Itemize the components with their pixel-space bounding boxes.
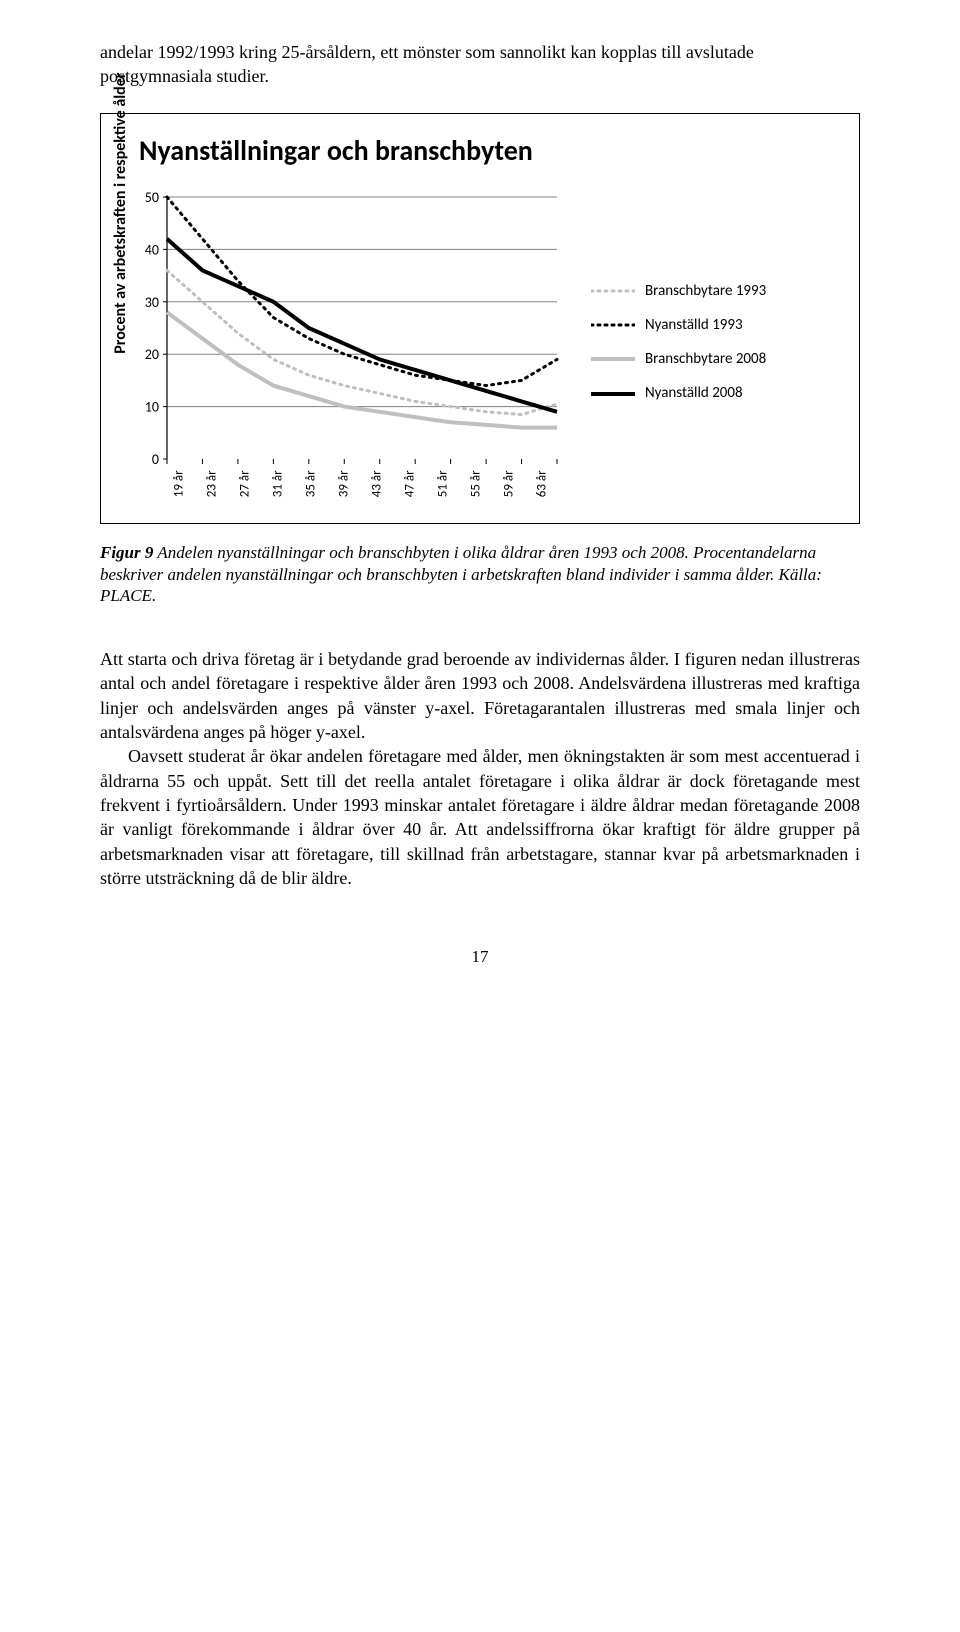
legend-item: Nyanställd 2008: [591, 383, 766, 403]
body-paragraph-1: Att starta och driva företag är i betyda…: [100, 647, 860, 744]
x-tick-label: 55 år: [468, 468, 486, 501]
legend-label: Nyanställd 1993: [645, 315, 743, 335]
x-tick-label: 23 år: [204, 468, 222, 501]
svg-text:0: 0: [152, 451, 159, 468]
body-paragraph-2: Oavsett studerat år ökar andelen företag…: [100, 744, 860, 890]
chart-title: Nyanställningar och branschbyten: [139, 132, 833, 170]
x-tick-label: 43 år: [369, 468, 387, 501]
x-tick-label: 19 år: [171, 468, 189, 501]
chart-plot-area: 0 10 20 30 40 50: [133, 191, 563, 471]
svg-text:30: 30: [145, 294, 159, 311]
figure-caption: Figur 9 Andelen nyanställningar och bran…: [100, 542, 860, 607]
chart-svg: 0 10 20 30 40 50: [133, 191, 563, 471]
x-tick-label: 47 år: [402, 468, 420, 501]
y-axis-label-wrap: Procent av arbetskraften i respektive ål…: [109, 191, 133, 493]
legend-item: Branschbytare 2008: [591, 349, 766, 369]
legend-label: Branschbytare 2008: [645, 349, 766, 369]
x-tick-label: 59 år: [501, 468, 519, 501]
legend-label: Nyanställd 2008: [645, 383, 743, 403]
svg-text:40: 40: [145, 242, 159, 259]
chart-container: Nyanställningar och branschbyten Procent…: [100, 113, 860, 524]
svg-text:50: 50: [145, 191, 159, 206]
x-tick-label: 31 år: [270, 468, 288, 501]
svg-text:10: 10: [145, 399, 159, 416]
figure-caption-lead: Figur 9: [100, 543, 153, 562]
x-tick-label: 51 år: [435, 468, 453, 501]
legend-item: Branschbytare 1993: [591, 281, 766, 301]
y-axis-label: Procent av arbetskraften i respektive ål…: [110, 330, 132, 354]
svg-text:20: 20: [145, 347, 159, 364]
intro-paragraph: andelar 1992/1993 kring 25-årsåldern, et…: [100, 40, 860, 89]
chart-legend: Branschbytare 1993 Nyanställd 1993 Bransch…: [563, 191, 766, 493]
x-axis-labels: 19 år23 år27 år31 år35 år39 år43 år47 år…: [133, 475, 563, 493]
legend-item: Nyanställd 1993: [591, 315, 766, 335]
x-tick-label: 39 år: [336, 468, 354, 501]
page-number: 17: [100, 946, 860, 969]
figure-caption-text: Andelen nyanställningar och branschbyten…: [100, 543, 822, 606]
x-tick-label: 63 år: [534, 468, 552, 501]
x-tick-label: 35 år: [303, 468, 321, 501]
legend-label: Branschbytare 1993: [645, 281, 766, 301]
x-tick-label: 27 år: [237, 468, 255, 501]
